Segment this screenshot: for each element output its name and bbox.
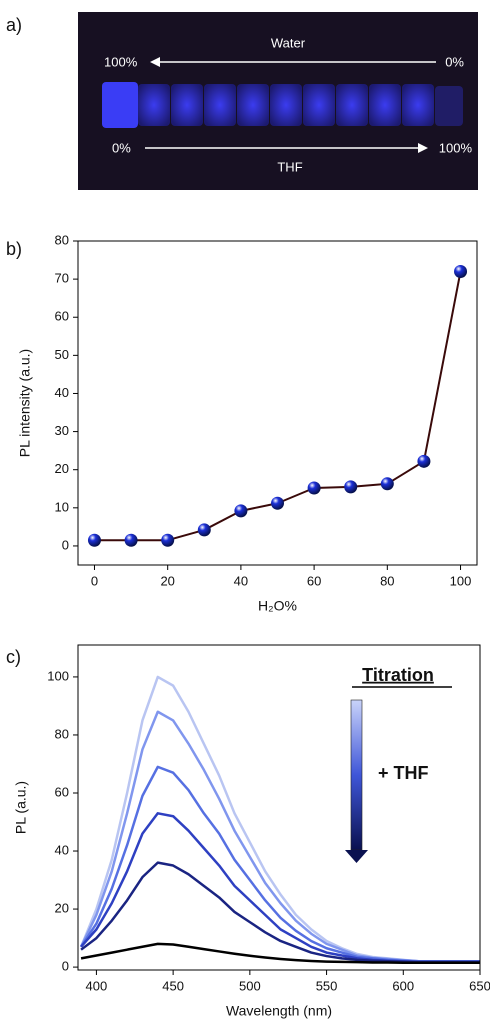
x-tick-label: 60 [307,573,321,588]
vial [303,84,335,126]
marker [87,533,101,547]
y-tick-label: 60 [55,309,69,324]
x-tick-label: 80 [380,573,394,588]
photo-panel: a) Water 100% 0% 0% 100% THF [6,12,478,190]
marker [307,481,321,495]
y-tick-label: 20 [55,461,69,476]
marker [124,533,138,547]
marker [344,480,358,494]
chart: c) 400 450 500 550 600 650 0 20 40 60 80 100 Waveleng… [6,644,490,1019]
vial [435,86,463,126]
vial [237,84,269,126]
annotation: + THF [378,763,429,783]
vial [171,84,203,126]
marker [234,504,248,518]
vial [270,84,302,126]
chart: b) 0 20 40 60 80 100 0 10 20 30 40 50 60 70 80 H₂O% PL in… [6,232,478,614]
x-tick-label: 400 [86,978,108,993]
y-axis-label: PL (a.u.) [13,781,29,834]
x-tick-label: 600 [392,978,414,993]
x-tick-label: 20 [160,573,174,588]
vials [102,82,463,128]
x-tick-label: 650 [469,978,490,993]
x-axis-label: Wavelength (nm) [226,1003,332,1019]
photo-text: THF [277,159,302,174]
marker [271,496,284,510]
y-tick-label: 20 [55,901,69,916]
vial [402,84,434,126]
vial [102,82,138,128]
titration-arrow [345,699,368,863]
series-line [80,942,480,964]
arrow-head [345,850,368,863]
marker [454,264,468,278]
panel-label: b) [6,239,22,259]
series-line [80,765,480,963]
x-tick-label: 0 [91,573,98,588]
x-axis-label: H₂O% [258,598,297,614]
plot-frame [77,240,478,566]
photo-text: 100% [439,140,473,155]
vial [369,84,401,126]
vial [204,84,236,126]
vial [336,84,368,126]
marker [380,477,394,491]
x-tick-label: 450 [162,978,184,993]
y-axis-label: PL intensity (a.u.) [17,349,33,457]
y-tick-label: 40 [55,385,69,400]
y-tick-label: 10 [55,499,69,514]
photo-text: 0% [445,54,464,69]
marker [161,533,175,547]
gradient-bar [350,699,363,851]
panel-label: c) [6,647,21,667]
marker [417,454,431,468]
plot-frame [77,644,481,971]
vial [138,84,170,126]
arrow-head [150,57,160,67]
y-tick-label: 60 [55,784,69,799]
annotation: Titration [362,665,434,685]
panel-label: a) [6,15,22,35]
photo-text: Water [271,35,306,50]
x-tick-label: 100 [450,573,472,588]
y-tick-label: 50 [55,347,69,362]
y-tick-label: 80 [55,232,69,247]
photo-text: 0% [112,140,131,155]
x-tick-label: 500 [239,978,261,993]
marker [197,523,211,537]
y-tick-label: 40 [55,842,69,857]
arrow-head [418,143,428,153]
y-tick-label: 100 [47,668,69,683]
x-tick-label: 550 [316,978,338,993]
photo-text: 100% [104,54,138,69]
y-tick-label: 80 [55,726,69,741]
y-tick-label: 0 [62,537,69,552]
y-tick-label: 0 [62,959,69,974]
y-tick-label: 30 [55,423,69,438]
x-tick-label: 40 [234,573,248,588]
y-tick-label: 70 [55,271,69,286]
